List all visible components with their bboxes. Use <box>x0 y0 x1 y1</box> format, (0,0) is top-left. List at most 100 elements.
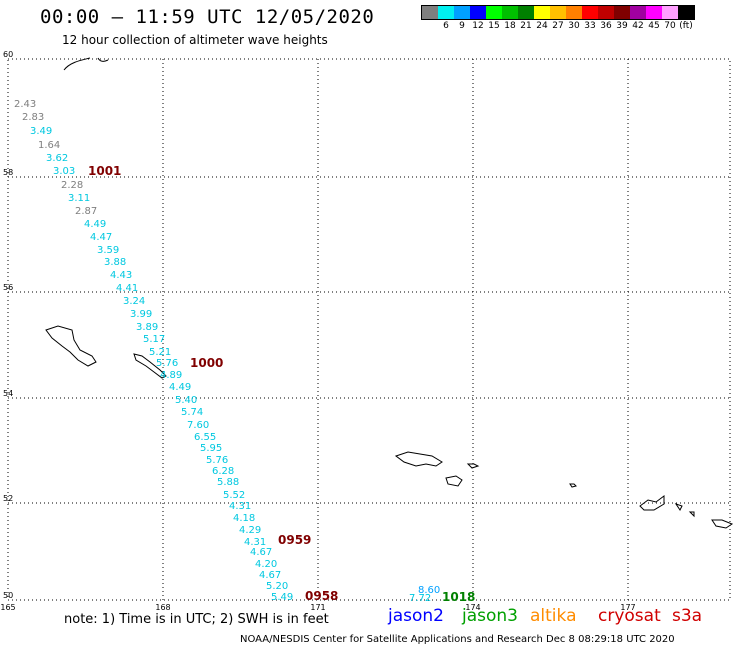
swh-value: 3.88 <box>104 257 126 268</box>
swh-value: 4.47 <box>90 232 112 243</box>
pass-time-label: 1000 <box>190 356 223 370</box>
scale-swatch <box>502 6 518 19</box>
scale-label: 21 <box>520 21 532 31</box>
swh-value: 4.29 <box>239 525 261 536</box>
legend-altika: altika <box>530 606 577 626</box>
map-frame <box>7 58 731 601</box>
pass-time-label: 0958 <box>305 589 338 603</box>
swh-value: 6.28 <box>212 466 234 477</box>
scale-swatch <box>614 6 630 19</box>
scale-swatch <box>422 6 438 19</box>
units-note: note: 1) Time is in UTC; 2) SWH is in fe… <box>64 612 329 627</box>
swh-value: 3.59 <box>97 245 119 256</box>
scale-label: 42 <box>632 21 644 31</box>
pass-time-label: 0959 <box>278 533 311 547</box>
swh-value: 7.60 <box>187 420 209 431</box>
scale-label: 36 <box>600 21 612 31</box>
scale-swatch <box>662 6 678 19</box>
swh-value: 2.83 <box>22 112 44 123</box>
scale-swatch <box>518 6 534 19</box>
swh-value: 4.49 <box>84 219 106 230</box>
scale-swatch <box>630 6 646 19</box>
swh-value: 4.20 <box>255 559 277 570</box>
scale-label: 18 <box>504 21 516 31</box>
lon-tick-label: 177 <box>620 603 635 612</box>
color-scale: 6 9 12 15 18 21 24 27 30 33 36 39 42 45 70 (ft) <box>421 5 695 34</box>
swh-value: 5.21 <box>149 347 171 358</box>
scale-swatch <box>534 6 550 19</box>
lat-tick-label: 54 <box>3 389 13 398</box>
swh-values: 2.43 2.83 3.49 1.64 3.62 3.03 2.28 3.11 2.87 4.49… <box>14 99 440 604</box>
swh-value: 5.95 <box>200 443 222 454</box>
island-agattu <box>445 475 463 487</box>
lon-tick-label: 174 <box>465 603 480 612</box>
legend-s3a: s3a <box>672 606 703 626</box>
lon-tick-label: 168 <box>155 603 170 612</box>
scale-label: 15 <box>488 21 500 31</box>
pass-time-label: 1001 <box>88 164 121 178</box>
scale-label: 12 <box>472 21 484 31</box>
swh-value: 4.18 <box>233 513 255 524</box>
pass-time-labels: 1001 1000 0959 0958 1018 <box>88 164 475 604</box>
legend-jason3: jason3 <box>462 606 518 626</box>
island-bering-left <box>45 325 97 367</box>
color-scale-labels: 6 9 12 15 18 21 24 27 30 33 36 39 42 45 70 (ft) <box>421 20 695 34</box>
scale-label: 27 <box>552 21 564 31</box>
swh-value: 5.40 <box>175 395 197 406</box>
map-subtitle: 12 hour collection of altimeter wave hei… <box>62 33 328 47</box>
legend-jason2: jason2 <box>388 606 444 626</box>
scale-swatch <box>470 6 486 19</box>
swh-value: 8.60 <box>418 585 440 596</box>
swh-value: 5.17 <box>143 334 165 345</box>
island-top-left <box>63 57 109 71</box>
lat-tick-label: 56 <box>3 283 13 292</box>
swh-value: 3.62 <box>46 153 68 164</box>
swh-value: 4.31 <box>244 537 266 548</box>
swh-value: 5.52 <box>223 490 245 501</box>
swh-value: 2.28 <box>61 180 83 191</box>
swh-value: 4.67 <box>250 547 272 558</box>
swh-value: 5.88 <box>217 477 239 488</box>
scale-label: 45 <box>648 21 660 31</box>
swh-value: 5.74 <box>181 407 203 418</box>
scale-swatch <box>598 6 614 19</box>
swh-value: 4.49 <box>169 382 191 393</box>
scale-swatch <box>646 6 662 19</box>
scale-swatch <box>582 6 598 19</box>
lat-tick-label: 52 <box>3 494 13 503</box>
island-rat-4 <box>711 519 734 529</box>
scale-label: 6 <box>443 21 449 31</box>
island-bering-right <box>133 353 167 379</box>
swh-value: 7.72 <box>409 593 431 604</box>
lat-tick-label: 50 <box>3 591 13 600</box>
credit-line: NOAA/NESDIS Center for Satellite Applica… <box>240 634 675 645</box>
swh-value: 4.89 <box>160 370 182 381</box>
island-small-2 <box>569 483 577 488</box>
swh-value: 4.31 <box>229 501 251 512</box>
lat-tick-label: 60 <box>3 50 13 59</box>
legend-cryosat: cryosat <box>598 606 661 626</box>
color-scale-swatches <box>421 5 695 20</box>
scale-label: 9 <box>459 21 465 31</box>
scale-label: 33 <box>584 21 596 31</box>
swh-value: 4.41 <box>116 283 138 294</box>
island-rat-1 <box>639 495 665 511</box>
scale-label: (ft) <box>679 21 693 31</box>
coastlines <box>45 57 734 529</box>
swh-value: 6.55 <box>194 432 216 443</box>
island-attu <box>394 451 443 467</box>
swh-value: 4.67 <box>259 570 281 581</box>
lon-tick-label: 171 <box>310 603 325 612</box>
scale-label: 24 <box>536 21 548 31</box>
island-small-1 <box>466 463 480 469</box>
swh-value: 2.43 <box>14 99 36 110</box>
scale-label: 30 <box>568 21 580 31</box>
scale-label: 70 <box>664 21 676 31</box>
scale-swatch <box>438 6 454 19</box>
island-rat-3 <box>688 511 695 518</box>
swh-value: 5.76 <box>156 358 178 369</box>
scale-swatch <box>454 6 470 19</box>
scale-label: 39 <box>616 21 628 31</box>
swh-value: 2.87 <box>75 206 97 217</box>
